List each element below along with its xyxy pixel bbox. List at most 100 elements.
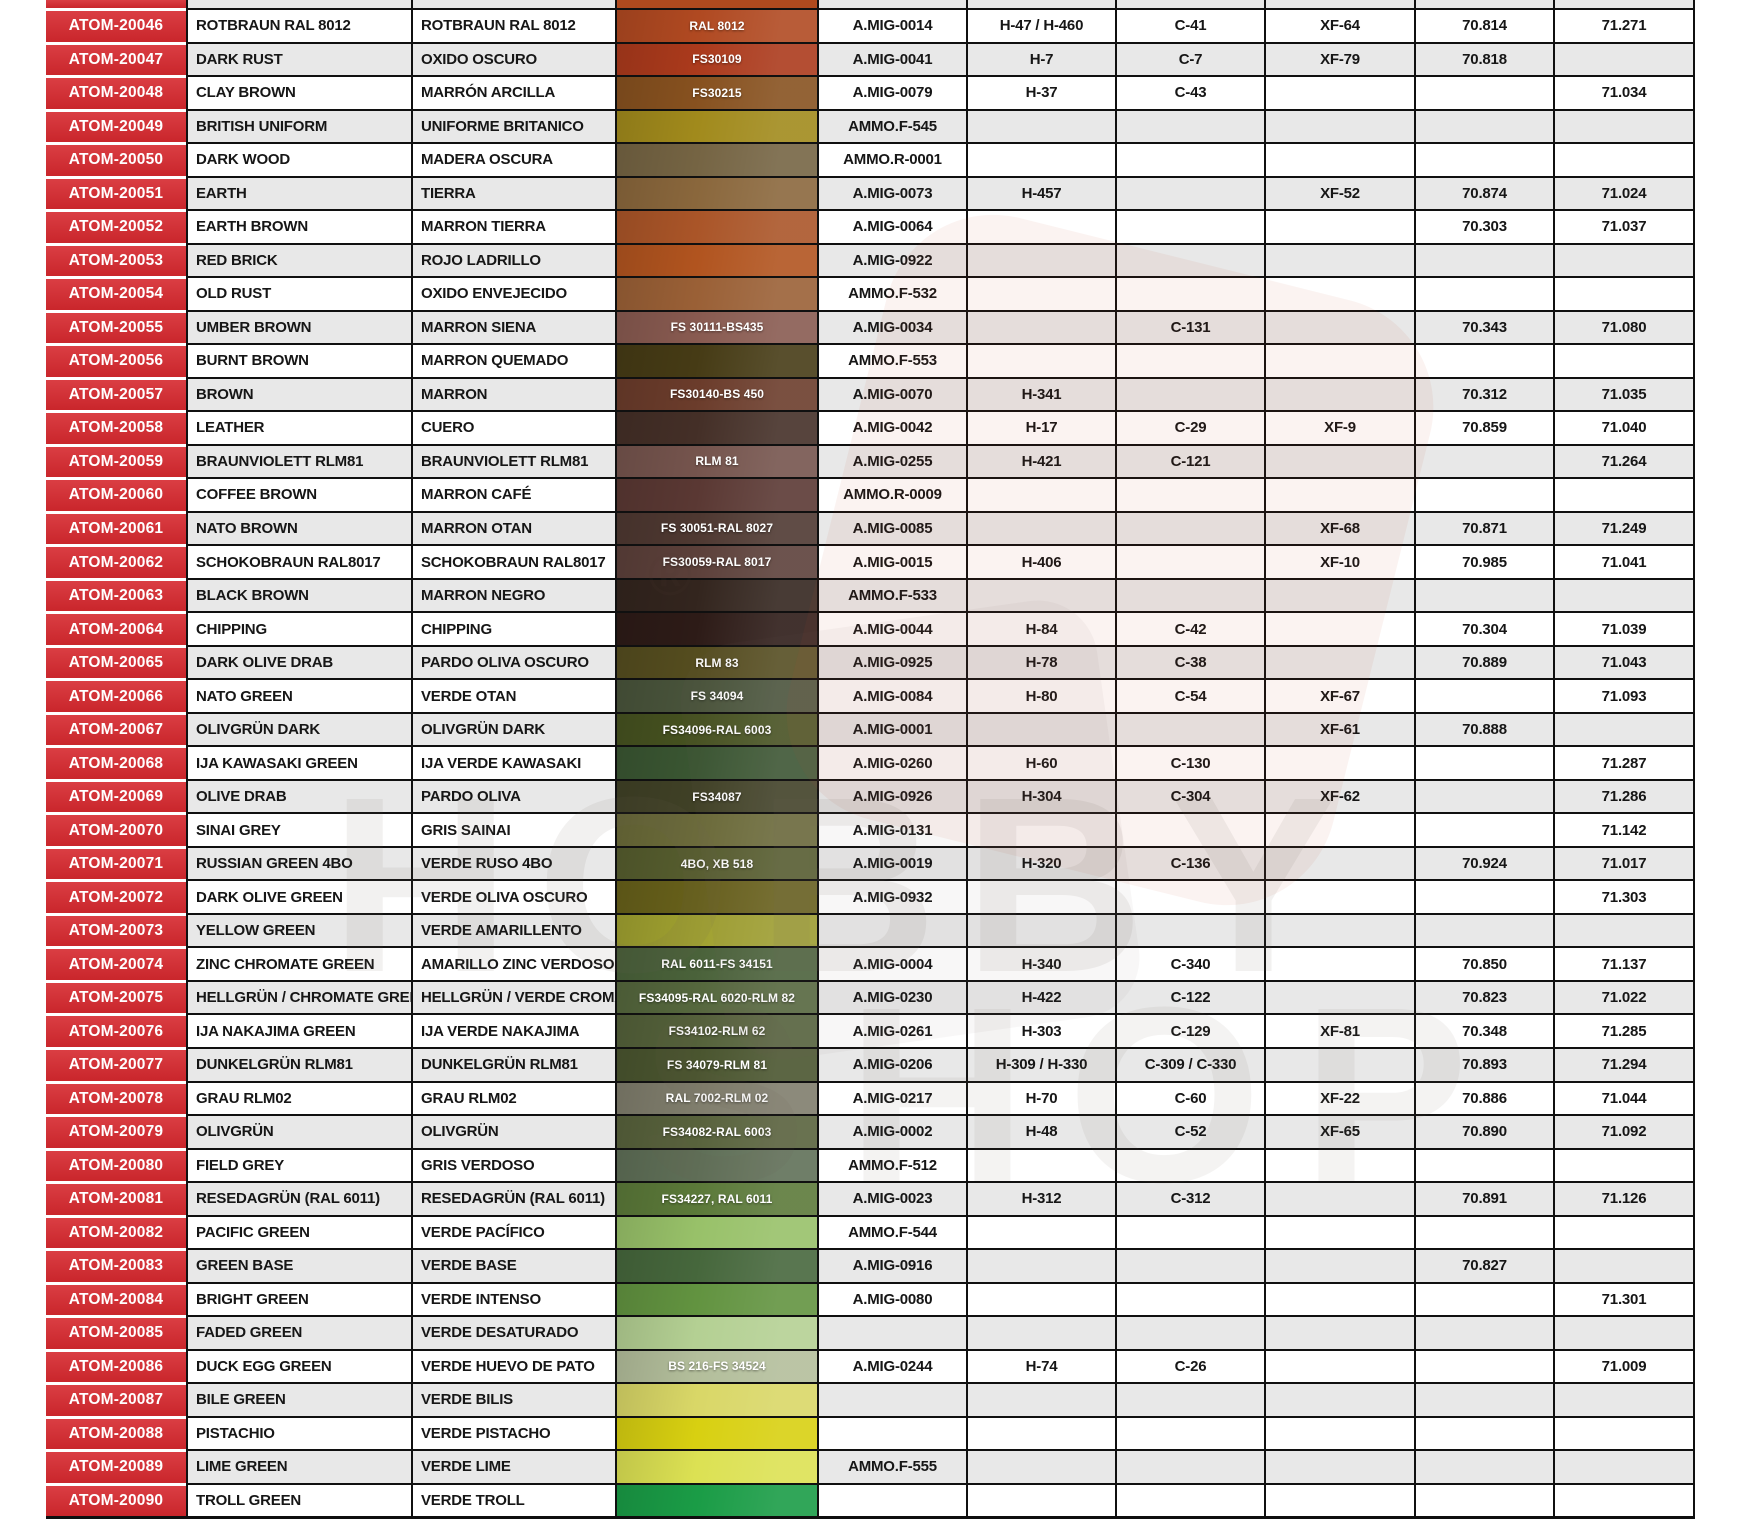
mrcolor-code-cell: C-130: [1115, 745, 1264, 779]
color-swatch: [615, 1449, 817, 1483]
mrcolor-code-cell: C-42: [1115, 611, 1264, 645]
vallejo71-code-cell: 71.041: [1553, 544, 1695, 578]
mrcolor-code-cell: [1115, 1382, 1264, 1416]
color-swatch: 4BO, XB 518: [615, 845, 817, 880]
vallejo71-code-cell: [1553, 1482, 1695, 1517]
tamiya-code-cell: [1264, 477, 1414, 511]
mrcolor-code-cell: C-136: [1115, 845, 1264, 880]
hataka-code-cell: H-70: [966, 1080, 1115, 1115]
hataka-code-cell: [966, 577, 1115, 612]
tamiya-code-cell: XF-65: [1264, 1114, 1414, 1148]
mrcolor-code-cell: [1115, 343, 1264, 377]
color-swatch: [615, 611, 817, 645]
name-es-cell: RESEDAGRÜN (RAL 6011): [411, 1181, 615, 1215]
vallejo70-code-cell: 70.985: [1414, 544, 1553, 578]
name-en-cell: FADED GREEN: [186, 1315, 411, 1349]
vallejo70-code-cell: 70.891: [1414, 1181, 1553, 1215]
name-es-cell: VERDE TROLL: [411, 1482, 615, 1517]
mrcolor-code-cell: C-26: [1115, 1348, 1264, 1383]
hataka-code-cell: H-406: [966, 544, 1115, 578]
vallejo70-code-cell: 70.348: [1414, 1013, 1553, 1047]
name-es-cell: VERDE RUSO 4BO: [411, 845, 615, 880]
tamiya-code-cell: [1264, 1315, 1414, 1349]
swatch-sheen: [617, 244, 817, 277]
name-en-cell: SINAI GREY: [186, 812, 411, 846]
table-row: ATOM-20072 DARK OLIVE GREEN VERDE OLIVA OS…: [46, 879, 1695, 913]
color-swatch: FS34227, RAL 6011: [615, 1181, 817, 1215]
swatch-sheen: [617, 914, 817, 947]
name-es-cell: SCHOKOBRAUN RAL8017: [411, 544, 615, 578]
name-en-cell: COFFEE BROWN: [186, 477, 411, 511]
amig-code-cell: A.MIG-0002: [817, 1114, 966, 1148]
table-row: ATOM-20069 OLIVE DRAB PARDO OLIVA FS34087 A.…: [46, 778, 1695, 813]
table-row: ATOM-20068 IJA KAWASAKI GREEN IJA VERDE KA…: [46, 745, 1695, 779]
vallejo70-code-cell: [1414, 1214, 1553, 1249]
color-swatch: FS34102-RLM 62: [615, 1013, 817, 1047]
table-row: ATOM-20058 LEATHER CUERO A.MIG-0042 H-17 C-29…: [46, 410, 1695, 444]
vallejo71-code-cell: 71.080: [1553, 309, 1695, 344]
hataka-code-cell: H-422: [966, 979, 1115, 1014]
name-en-cell: OLIVGRÜN DARK: [186, 711, 411, 746]
mrcolor-code-cell: [1115, 510, 1264, 545]
hataka-code-cell: H-60: [966, 745, 1115, 779]
color-swatch: BS 216-FS 34524: [615, 1348, 817, 1383]
swatch-label: FS30059-RAL 8017: [662, 555, 772, 569]
hataka-code-cell: [966, 209, 1115, 243]
vallejo71-code-cell: [1553, 142, 1695, 176]
name-es-cell: AMARILLO ZINC VERDOSO: [411, 946, 615, 980]
vallejo71-code-cell: 71.287: [1553, 745, 1695, 779]
hataka-code-cell: H-74: [966, 1348, 1115, 1383]
color-swatch: FS30109: [615, 41, 817, 76]
vallejo71-code-cell: 71.294: [1553, 1046, 1695, 1081]
swatch-sheen: [617, 579, 817, 612]
hataka-code-cell: H-84: [966, 611, 1115, 645]
hataka-code-cell: H-304: [966, 778, 1115, 813]
hataka-code-cell: [966, 309, 1115, 344]
name-en-cell: ROTBRAUN RAL 8012: [186, 8, 411, 42]
hataka-code-cell: H-7: [966, 41, 1115, 76]
vallejo71-code-cell: [1553, 711, 1695, 746]
swatch-sheen: [617, 1451, 817, 1483]
mrcolor-code-cell: [1115, 1415, 1264, 1450]
atom-code-cell: ATOM-20060: [46, 477, 186, 511]
swatch-sheen: [617, 345, 817, 377]
name-en-cell: RESEDAGRÜN (RAL 6011): [186, 1181, 411, 1215]
swatch-sheen: [617, 981, 817, 1014]
name-es-cell: GRIS VERDOSO: [411, 1147, 615, 1182]
hataka-code-cell: [966, 879, 1115, 913]
vallejo71-code-cell: [1553, 1449, 1695, 1483]
tamiya-code-cell: XF-67: [1264, 678, 1414, 712]
tamiya-code-cell: XF-79: [1264, 41, 1414, 76]
name-en-cell: IJA NAKAJIMA GREEN: [186, 1013, 411, 1047]
amig-code-cell: A.MIG-0206: [817, 1046, 966, 1081]
tamiya-code-cell: [1264, 1482, 1414, 1517]
amig-code-cell: AMMO.F-545: [817, 108, 966, 143]
hataka-code-cell: H-457: [966, 175, 1115, 210]
table-row: ATOM-20081 RESEDAGRÜN (RAL 6011) RESEDAGRÜ…: [46, 1181, 1695, 1215]
name-en-cell: GRAU RLM02: [186, 1080, 411, 1115]
atom-code-cell: ATOM-20083: [46, 1248, 186, 1282]
swatch-label: FS34227, RAL 6011: [661, 1191, 773, 1206]
vallejo71-code-cell: 71.024: [1553, 175, 1695, 210]
swatch-sheen: [617, 780, 817, 813]
swatch-sheen: [617, 1183, 817, 1215]
swatch-sheen: [617, 613, 817, 645]
table-row: ATOM-20071 RUSSIAN GREEN 4BO VERDE RUSO 4B…: [46, 845, 1695, 880]
amig-code-cell: AMMO.F-512: [817, 1147, 966, 1182]
mrcolor-code-cell: [1115, 0, 1264, 8]
atom-code-cell: ATOM-20047: [46, 41, 186, 76]
name-es-cell: TIERRA: [411, 175, 615, 210]
vallejo70-code-cell: 70.818: [1414, 41, 1553, 76]
name-en-cell: OLIVE DRAB: [186, 778, 411, 813]
vallejo71-code-cell: 71.126: [1553, 1181, 1695, 1215]
name-es-cell: MARRON: [411, 376, 615, 411]
name-es-cell: MARRON SIENA: [411, 309, 615, 344]
swatch-sheen: [617, 512, 817, 545]
name-es-cell: CUERO: [411, 410, 615, 444]
swatch-sheen: [617, 1350, 817, 1383]
amig-code-cell: A.MIG-0922: [817, 242, 966, 277]
amig-code-cell: [817, 912, 966, 947]
swatch-sheen: [617, 378, 817, 411]
name-es-cell: VERDE OLIVA OSCURO: [411, 879, 615, 913]
